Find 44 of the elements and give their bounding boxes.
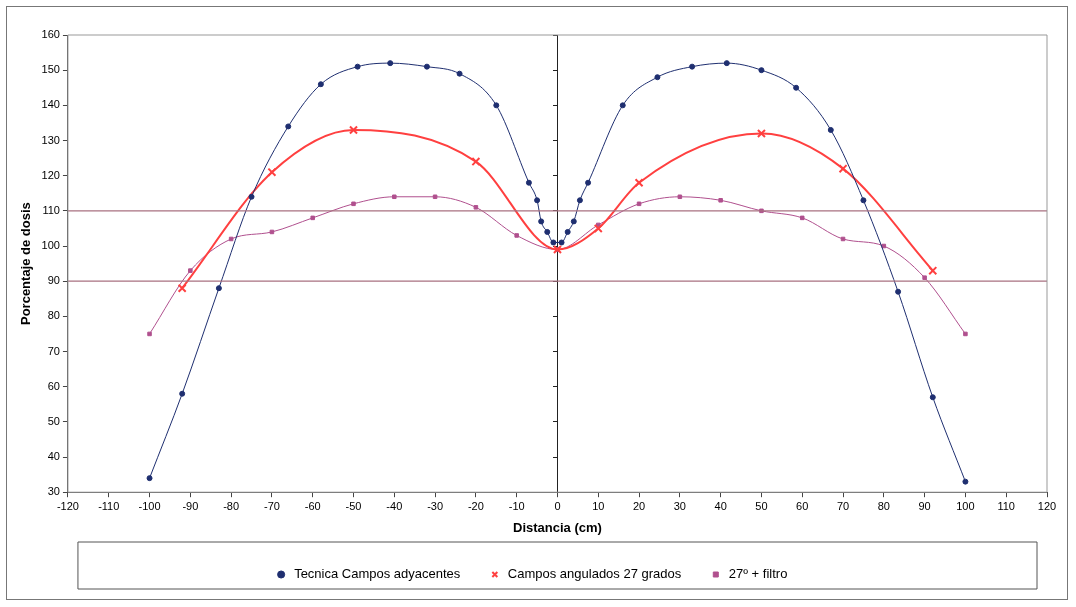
x-tick-label: -100 — [138, 499, 161, 512]
legend-label: Tecnica Campos adyacentes — [294, 566, 461, 582]
x-tick-label: 120 — [1037, 499, 1057, 512]
y-tick-label: 130 — [41, 133, 60, 146]
y-tick-label: 160 — [41, 28, 60, 41]
x-tick-label: -60 — [304, 499, 321, 512]
x-tick-label: 60 — [796, 499, 809, 512]
x-axis-title: Distancia (cm) — [513, 519, 602, 535]
y-tick-label: 150 — [41, 63, 60, 76]
legend-label: 27º + filtro — [728, 566, 788, 582]
x-tick-label: 30 — [673, 499, 686, 512]
y-tick-label: 140 — [41, 98, 60, 111]
x-tick-label: 90 — [918, 499, 931, 512]
x-tick-label: -10 — [508, 499, 525, 512]
y-tick-label: 120 — [41, 168, 60, 181]
x-tick-label: 50 — [755, 499, 768, 512]
x-tick-label: -30 — [427, 499, 444, 512]
y-tick-label: 40 — [47, 450, 60, 463]
x-tick-label: 70 — [836, 499, 850, 512]
x-tick-label: 0 — [554, 499, 561, 512]
y-tick-label: 50 — [47, 414, 60, 427]
x-tick-label: -40 — [386, 499, 403, 512]
x-tick-label: -80 — [223, 499, 240, 512]
x-tick-label: 10 — [592, 499, 605, 512]
y-tick-label: 70 — [47, 344, 60, 357]
y-tick-label: 80 — [47, 309, 60, 322]
x-tick-label: -90 — [182, 499, 199, 512]
x-tick-label: -50 — [345, 499, 362, 512]
y-axis-title: Porcentaje de dosis — [18, 202, 34, 326]
y-tick-label: 100 — [41, 239, 60, 252]
x-tick-label: 40 — [714, 499, 727, 512]
x-tick-label: 100 — [956, 499, 975, 512]
y-tick-label: 90 — [47, 274, 60, 287]
y-tick-label: 30 — [47, 485, 60, 498]
legend-label: Campos angulados 27 grados — [507, 566, 682, 582]
x-tick-label: -120 — [56, 499, 79, 512]
x-tick-label: -110 — [98, 499, 120, 512]
x-tick-label: 20 — [632, 499, 646, 512]
y-tick-label: 60 — [47, 379, 60, 392]
x-tick-label: -70 — [263, 499, 280, 512]
x-tick-label: 80 — [877, 499, 890, 512]
x-tick-label: -20 — [467, 499, 484, 512]
x-tick-label: 110 — [997, 499, 1015, 512]
y-tick-label: 110 — [42, 203, 60, 216]
